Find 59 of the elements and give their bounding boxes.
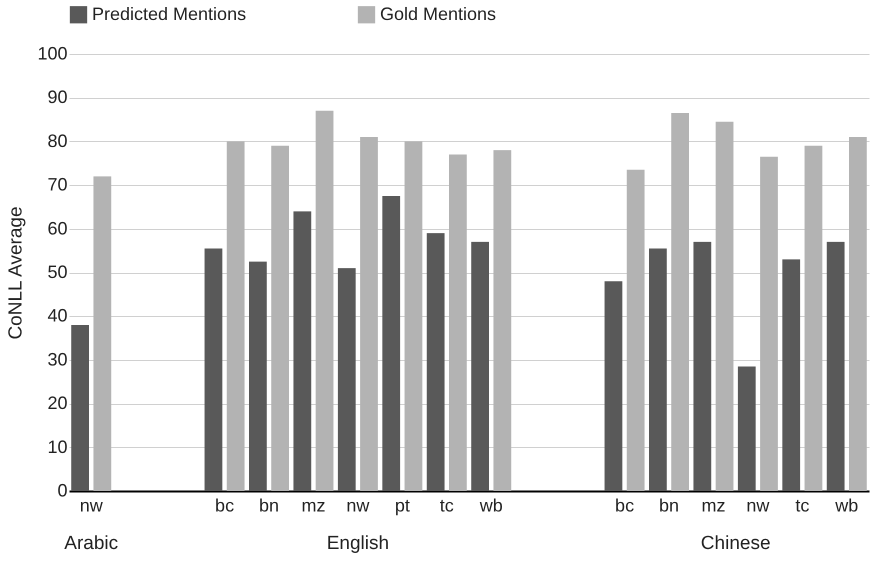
bar <box>338 268 356 491</box>
bar <box>782 259 800 491</box>
x-tick-label: bc <box>215 496 234 516</box>
y-tick-label: 20 <box>47 393 68 414</box>
bar <box>604 281 622 491</box>
legend-label: Predicted Mentions <box>92 4 246 24</box>
y-tick-label: 50 <box>47 262 68 282</box>
y-tick-label: 90 <box>47 87 68 108</box>
bar <box>426 233 445 491</box>
y-tick-label: 80 <box>47 130 68 151</box>
bar <box>404 141 422 491</box>
x-tick-label: mz <box>301 496 326 516</box>
bar <box>271 146 289 491</box>
bar <box>316 110 334 491</box>
y-tick-label: 10 <box>47 436 68 457</box>
x-tick-label: bn <box>658 496 680 516</box>
y-tick-label: 30 <box>47 349 68 370</box>
y-tick-label: 40 <box>47 306 68 326</box>
bar <box>249 262 267 491</box>
x-tick-label: pt <box>394 496 410 516</box>
y-tick-label: 0 <box>57 480 68 500</box>
bar <box>649 248 667 491</box>
y-tick-label: 100 <box>37 44 68 64</box>
bar <box>93 176 112 491</box>
text: Arabic <box>64 533 118 554</box>
x-tick-label: tc <box>795 496 810 516</box>
text: Chinese <box>700 533 771 554</box>
bar <box>360 137 378 491</box>
x-tick-label: wb <box>478 496 503 516</box>
x-tick-label: nw <box>346 496 370 516</box>
bar <box>826 242 845 491</box>
y-tick-label: 70 <box>47 174 68 195</box>
bar <box>493 150 512 491</box>
x-tick-label: bn <box>258 496 280 516</box>
text: English <box>326 533 390 554</box>
bar <box>671 112 689 491</box>
bar <box>716 122 734 491</box>
x-tick-label: mz <box>701 496 726 516</box>
bar <box>204 248 222 491</box>
bar <box>760 156 778 491</box>
y-axis-title: CoNLL Average <box>5 206 26 340</box>
bar <box>626 170 645 491</box>
bar <box>804 146 822 491</box>
bar <box>226 141 245 491</box>
bar <box>471 242 489 491</box>
bar <box>849 137 867 491</box>
x-tick-label: bc <box>615 496 634 516</box>
bar <box>449 154 467 491</box>
x-tick-label: nw <box>80 496 104 516</box>
x-tick-label: nw <box>746 496 770 516</box>
bar <box>693 242 712 491</box>
bar <box>71 324 89 491</box>
x-tick-label: tc <box>440 496 454 516</box>
y-tick-label: 60 <box>47 218 68 238</box>
bar <box>738 366 756 491</box>
bar <box>382 196 400 491</box>
bar <box>293 211 312 491</box>
legend-label: Gold Mentions <box>380 4 496 24</box>
x-tick-label: wb <box>834 496 858 516</box>
